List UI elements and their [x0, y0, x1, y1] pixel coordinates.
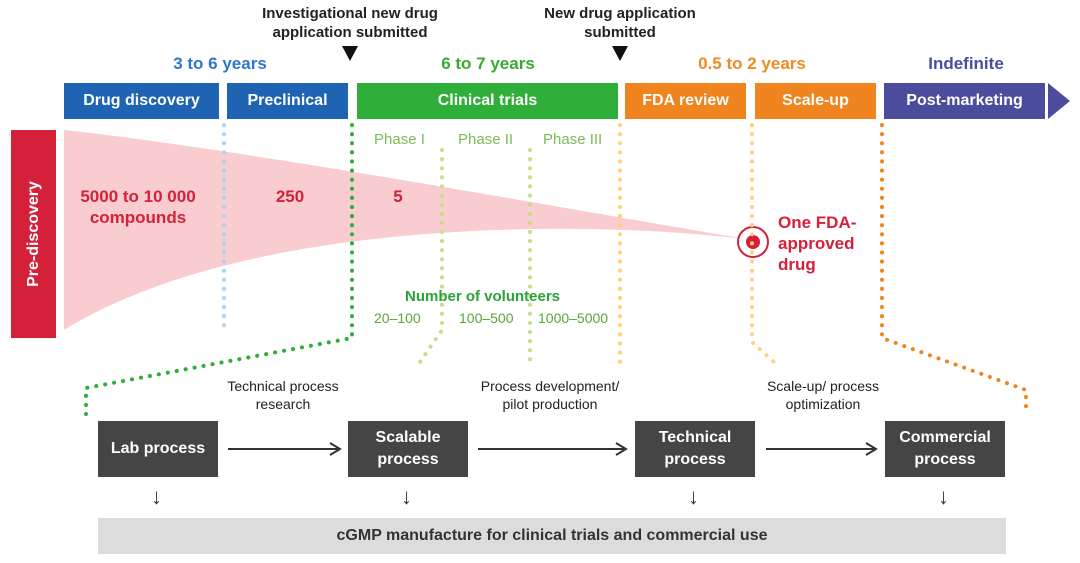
volunteers-phase-2: 100–500	[459, 310, 514, 326]
stage-scale-up: Scale-up	[755, 83, 876, 119]
divider-scale-up-start	[750, 123, 776, 364]
compound-funnel	[64, 130, 752, 330]
divider-post-marketing-start	[880, 123, 1028, 416]
duration-discovery-preclinical: 3 to 6 years	[173, 54, 267, 73]
stage-drug-discovery: Drug discovery	[64, 83, 219, 119]
ind-milestone-marker	[342, 46, 358, 61]
transition-process-development: Process development/ pilot production	[480, 378, 620, 412]
approved-drug-label: One FDA-approved drug	[778, 213, 857, 274]
transition-technical-research: Technical process research	[227, 378, 339, 412]
timeline-arrow-head	[1048, 83, 1070, 119]
down-arrow-icon: ↓	[151, 484, 162, 509]
phase-3-label: Phase III	[543, 131, 603, 148]
arrowhead-3	[865, 442, 878, 456]
process-technical: Technical process	[635, 421, 755, 477]
nda-milestone-marker	[612, 46, 628, 61]
down-arrow-icon: ↓	[938, 484, 949, 509]
arrowhead-1	[329, 442, 342, 456]
volunteers-phase-1: 20–100	[374, 310, 421, 326]
transition-scale-up: Scale-up/ process optimization	[766, 378, 880, 412]
phase-1-label: Phase I	[374, 131, 425, 148]
duration-clinical: 6 to 7 years	[441, 54, 535, 73]
preclinical-count: 250	[275, 187, 305, 206]
arrowhead-2	[615, 442, 628, 456]
nda-milestone-label: New drug application submitted	[544, 5, 696, 41]
stage-fda-review: FDA review	[625, 83, 746, 119]
duration-review-scaleup: 0.5 to 2 years	[698, 54, 806, 73]
pre-discovery-bar: Pre-discovery	[11, 130, 56, 338]
volunteers-phase-3: 1000–5000	[538, 310, 609, 326]
stage-post-marketing: Post-marketing	[884, 83, 1045, 119]
process-scalable: Scalable process	[348, 421, 468, 477]
down-arrow-icon: ↓	[401, 484, 412, 509]
down-arrow-icon: ↓	[688, 484, 699, 509]
pre-discovery-label: Pre-discovery	[24, 181, 42, 287]
compounds-count: 5000 to 10 000 compounds	[80, 187, 196, 227]
duration-post-marketing: Indefinite	[928, 54, 1004, 73]
stage-clinical-trials: Clinical trials	[357, 83, 618, 119]
ind-milestone-label: Investigational new drug application sub…	[262, 5, 438, 41]
process-lab: Lab process	[98, 421, 218, 477]
cgmp-manufacture-bar: cGMP manufacture for clinical trials and…	[98, 518, 1006, 554]
phase-2-label: Phase II	[458, 131, 514, 148]
divider-phase-2	[418, 148, 444, 364]
clinical-count: 5	[393, 187, 403, 206]
stage-preclinical: Preclinical	[227, 83, 348, 119]
volunteers-title: Number of volunteers	[405, 288, 561, 305]
process-commercial: Commercial process	[885, 421, 1005, 477]
